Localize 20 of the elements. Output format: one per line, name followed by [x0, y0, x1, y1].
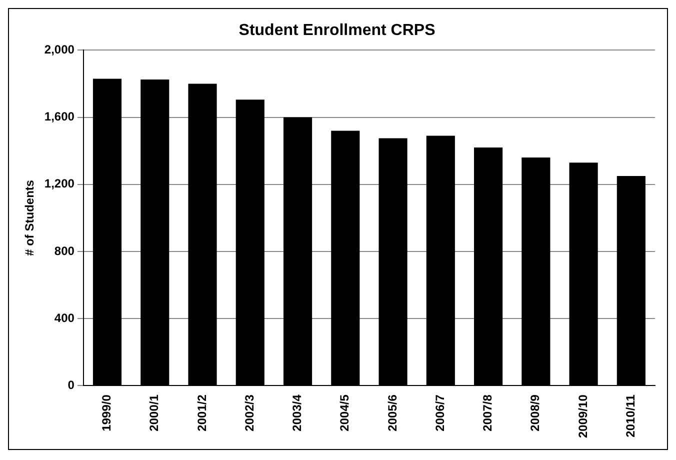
x-tick-label: 2005/6	[385, 394, 400, 432]
y-axis-title: # of Students	[22, 180, 37, 256]
x-tick-label: 1999/0	[100, 394, 114, 432]
x-tick-label: 2000/1	[147, 394, 162, 432]
y-tick-label: 0	[68, 378, 75, 392]
x-tick-label: 2009/10	[576, 394, 590, 438]
x-tick-label: 2008/9	[528, 394, 542, 432]
y-tick-label: 800	[54, 244, 75, 258]
x-tick-label: 2002/3	[242, 394, 256, 432]
y-tick-label: 2,000	[44, 42, 75, 57]
y-tick-label: 1,200	[44, 176, 75, 191]
y-tick-label: 400	[54, 310, 75, 325]
x-tick-label: 2007/8	[480, 394, 495, 432]
x-tick-label: 2001/2	[194, 394, 209, 432]
x-tick-label: 2004/5	[338, 394, 352, 432]
y-tick-label: 1,600	[44, 110, 75, 124]
x-tick-label: 2003/4	[290, 394, 304, 432]
x-tick-label: 2006/7	[432, 394, 447, 432]
chart-title: Student Enrollment CRPS	[238, 22, 436, 40]
x-tick-label: 2010/11	[623, 394, 638, 438]
